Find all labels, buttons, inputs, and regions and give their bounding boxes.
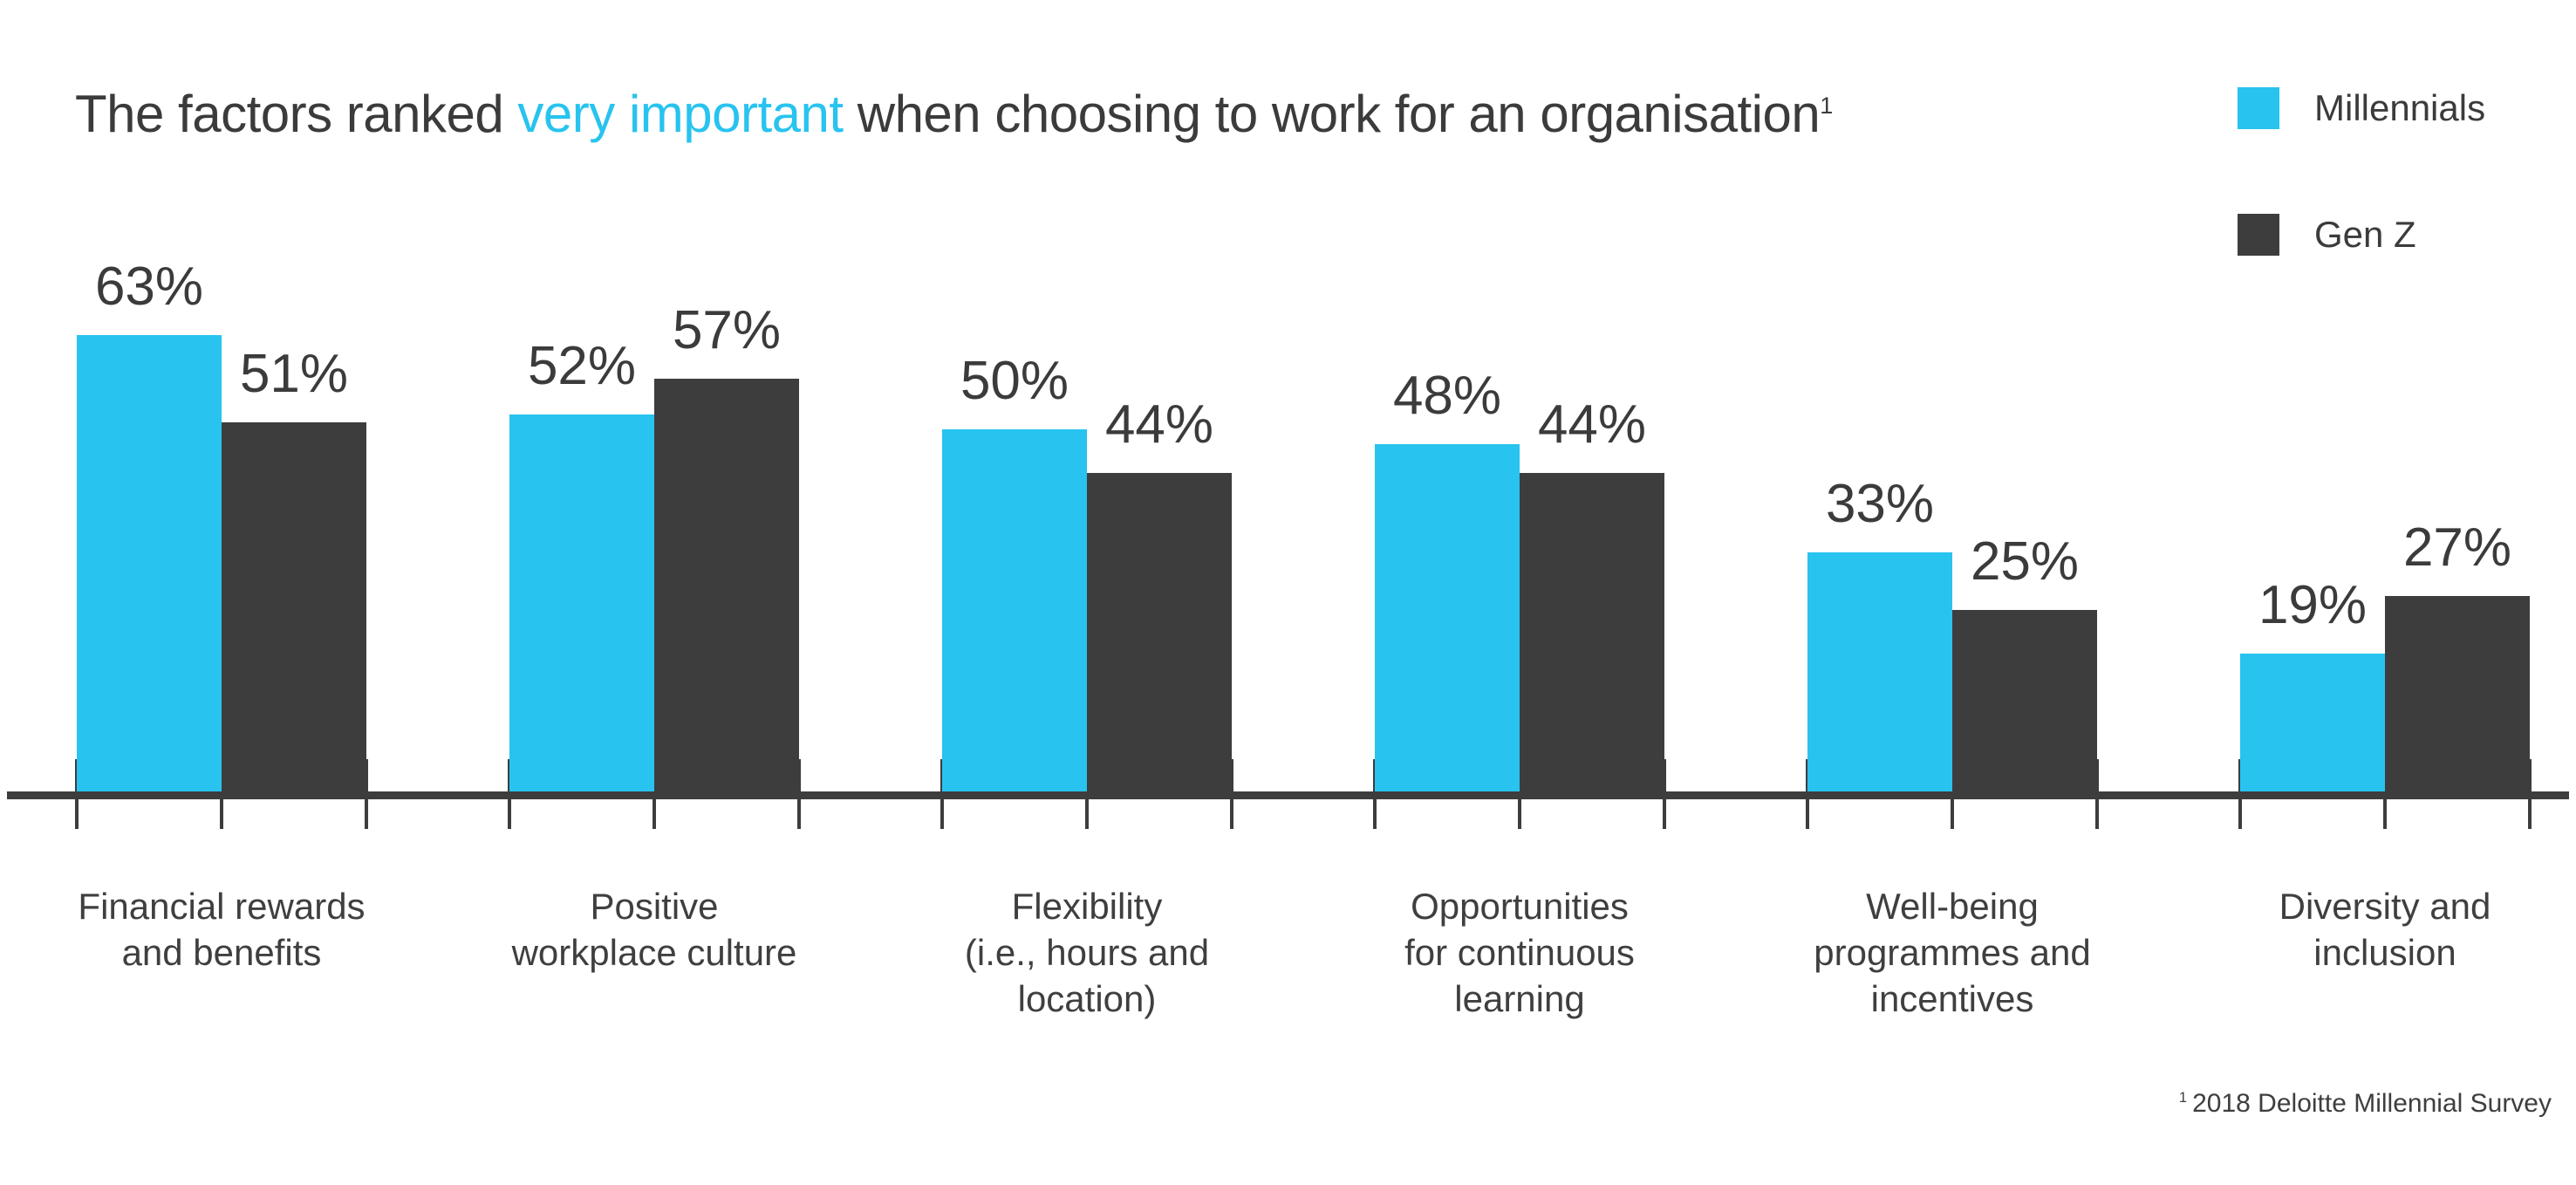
- axis-tick: [797, 759, 801, 829]
- axis-tick: [1663, 759, 1666, 829]
- value-label-millennials-0: 63%: [94, 257, 204, 317]
- x-axis-line: [7, 791, 2569, 799]
- legend-label-millennials: Millennials: [2314, 87, 2486, 128]
- bar-genz-3: [1520, 473, 1664, 791]
- axis-tick: [508, 759, 511, 829]
- category-label-5: Diversity and inclusion: [2279, 886, 2491, 973]
- axis-tick: [2528, 759, 2532, 829]
- footnote-marker: 1: [2178, 1090, 2188, 1106]
- value-label-millennials-3: 48%: [1392, 366, 1502, 426]
- axis-tick: [1230, 759, 1233, 829]
- value-label-genz-4: 25%: [1970, 531, 2080, 592]
- legend-label-genz: Gen Z: [2314, 214, 2416, 255]
- value-label-genz-3: 44%: [1537, 394, 1647, 455]
- value-label-genz-1: 57%: [672, 300, 782, 360]
- bar-genz-1: [654, 379, 799, 791]
- legend-item-genz: Gen Z: [2238, 214, 2416, 256]
- bar-millennials-2: [942, 429, 1087, 791]
- legend-swatch-millennials: [2238, 87, 2279, 129]
- value-label-millennials-1: 52%: [527, 336, 637, 396]
- bar-millennials-1: [509, 414, 654, 791]
- bar-genz-4: [1952, 610, 2097, 791]
- axis-tick: [653, 759, 656, 829]
- category-label-2: Flexibility (i.e., hours and location): [964, 886, 1210, 1019]
- bar-millennials-5: [2240, 654, 2385, 791]
- category-label-1: Positive workplace culture: [511, 886, 797, 973]
- bar-genz-5: [2385, 596, 2530, 791]
- axis-tick: [365, 759, 368, 829]
- axis-tick: [940, 759, 944, 829]
- legend-item-millennials: Millennials: [2238, 87, 2485, 129]
- chart-title: The factors ranked very important when c…: [75, 84, 1833, 144]
- bar-genz-2: [1087, 473, 1232, 791]
- category-label-4: Well-being programmes and incentives: [1814, 886, 2091, 1019]
- axis-tick: [1373, 759, 1377, 829]
- value-label-millennials-5: 19%: [2258, 575, 2368, 635]
- title-prefix: The factors ranked: [75, 85, 518, 143]
- footnote-text: 2018 Deloitte Millennial Survey: [2192, 1089, 2552, 1118]
- bar-millennials-0: [77, 335, 222, 791]
- axis-tick: [2238, 759, 2242, 829]
- bar-genz-0: [222, 422, 366, 791]
- value-label-genz-2: 44%: [1104, 394, 1214, 455]
- axis-tick: [1518, 759, 1521, 829]
- value-label-genz-5: 27%: [2402, 517, 2512, 578]
- footnote: 1 2018 Deloitte Millennial Survey: [2179, 1089, 2552, 1119]
- category-label-0: Financial rewards and benefits: [78, 886, 366, 973]
- bar-millennials-3: [1375, 444, 1520, 791]
- title-footnote-marker: 1: [1820, 92, 1833, 119]
- value-label-genz-0: 51%: [239, 344, 349, 404]
- axis-tick: [220, 759, 223, 829]
- axis-tick: [2383, 759, 2387, 829]
- axis-tick: [1951, 759, 1954, 829]
- axis-tick: [1806, 759, 1809, 829]
- bar-millennials-4: [1807, 552, 1952, 791]
- title-highlight: very important: [517, 85, 844, 143]
- title-suffix: when choosing to work for an organisatio…: [843, 85, 1821, 143]
- axis-tick: [2095, 759, 2099, 829]
- category-label-3: Opportunities for continuous learning: [1404, 886, 1635, 1019]
- value-label-millennials-4: 33%: [1825, 474, 1935, 534]
- axis-tick: [75, 759, 79, 829]
- legend-swatch-genz: [2238, 214, 2279, 256]
- axis-tick: [1085, 759, 1089, 829]
- value-label-millennials-2: 50%: [960, 351, 1069, 411]
